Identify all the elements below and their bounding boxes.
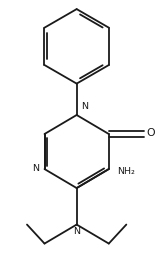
Text: N: N: [81, 102, 88, 111]
Text: N: N: [73, 227, 80, 236]
Text: O: O: [147, 128, 155, 138]
Text: NH₂: NH₂: [117, 168, 135, 177]
Text: N: N: [32, 164, 39, 173]
